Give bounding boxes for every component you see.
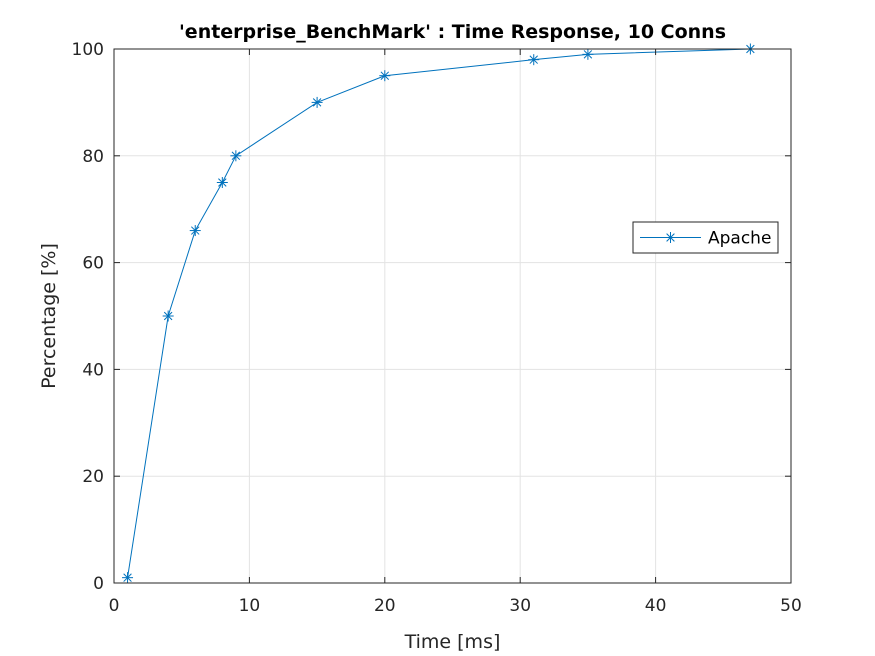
legend: Apache — [632, 221, 779, 254]
y-tick-label: 40 — [82, 360, 104, 380]
x-tick-label: 30 — [509, 596, 531, 616]
data-point — [162, 310, 174, 322]
chart-title: 'enterprise_BenchMark' : Time Response, … — [179, 21, 726, 43]
data-point — [122, 572, 134, 584]
x-axis-label: Time [ms] — [404, 631, 501, 653]
data-point — [528, 54, 540, 66]
data-point — [189, 225, 201, 237]
y-tick-label: 20 — [82, 467, 104, 487]
data-point — [230, 150, 242, 162]
ticks: 0 10 20 30 40 50 0 20 40 60 80 100 — [72, 40, 802, 616]
plot-background — [114, 49, 791, 583]
y-tick-label: 80 — [82, 147, 104, 167]
x-tick-label: 0 — [109, 596, 120, 616]
data-point — [379, 70, 391, 82]
grid — [114, 49, 791, 583]
x-tick-label: 10 — [239, 596, 261, 616]
y-axis-label: Percentage [%] — [38, 243, 60, 389]
legend-marker-asterisk — [665, 232, 676, 243]
data-point — [311, 96, 323, 108]
x-tick-label: 40 — [645, 596, 667, 616]
legend-entry-apache: Apache — [708, 229, 771, 249]
x-tick-label: 50 — [780, 596, 802, 616]
data-point — [582, 48, 594, 60]
legend-marker-icon — [665, 232, 676, 243]
y-tick-label: 0 — [93, 574, 104, 594]
y-tick-label: 60 — [82, 254, 104, 274]
series-line-apache — [127, 48, 751, 578]
y-tick-label: 100 — [72, 40, 104, 60]
x-tick-label: 20 — [374, 596, 396, 616]
data-point — [216, 177, 228, 188]
plot-frame — [113, 48, 792, 584]
series-layer — [122, 43, 756, 584]
